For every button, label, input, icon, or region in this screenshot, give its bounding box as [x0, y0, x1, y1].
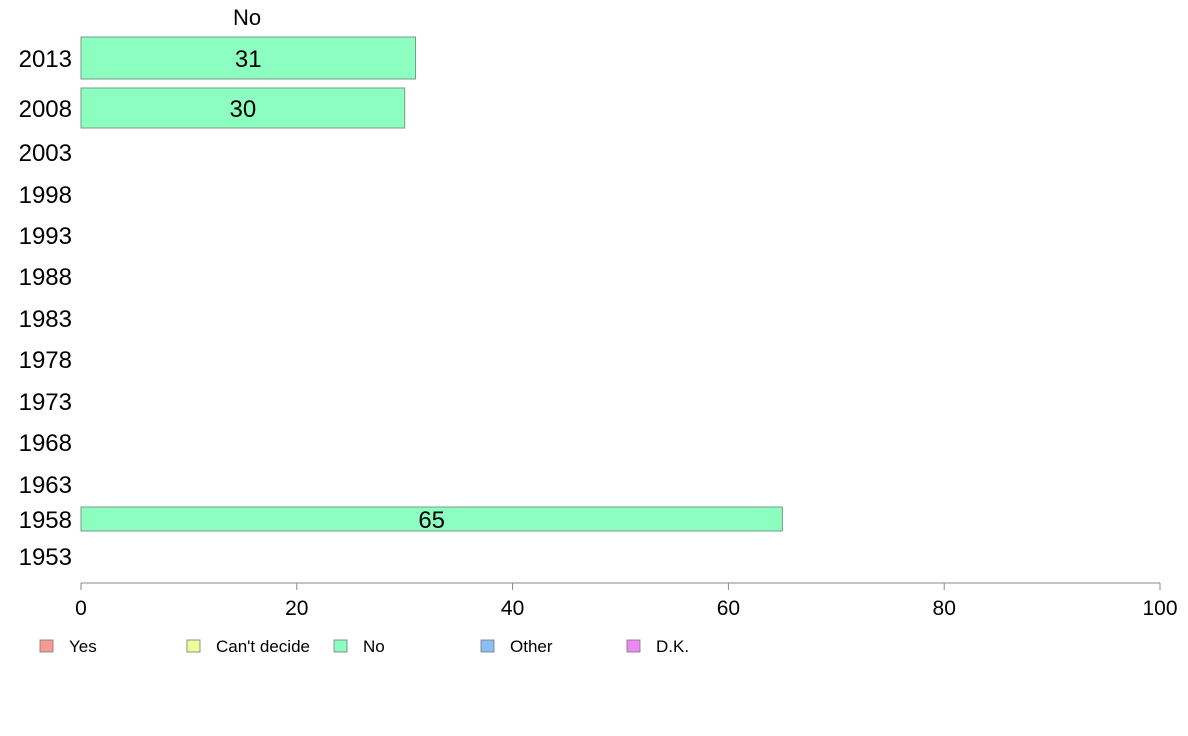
legend-swatch	[626, 639, 641, 653]
legend-swatch	[186, 639, 201, 653]
category-label: 1988	[19, 264, 72, 291]
legend-swatch	[39, 639, 54, 653]
category-label: 2003	[19, 140, 72, 167]
x-tick-label: 20	[285, 597, 308, 620]
category-labels: 2013 2008 2003 1998 1993 1988 1983 1978 1973 1968…	[19, 46, 72, 571]
legend-label: D.K.	[656, 637, 689, 656]
x-tick-label: 80	[933, 597, 956, 620]
legend-swatch	[480, 639, 495, 653]
category-label: 2013	[19, 46, 72, 73]
category-label: 1953	[19, 544, 72, 571]
bar-value-label: 65	[418, 507, 445, 534]
category-label: 2008	[19, 96, 72, 123]
legend-swatch	[333, 639, 348, 653]
x-tick-label: 0	[75, 597, 87, 620]
legend-label: Other	[510, 637, 553, 656]
bar-value-label: 31	[235, 46, 262, 73]
x-tick-label: 40	[501, 597, 524, 620]
x-axis: 0 20 40 60 80 100	[75, 582, 1178, 620]
category-label: 1978	[19, 347, 72, 374]
bar	[80, 36, 416, 80]
legend: Yes Can't decide No Other D.K.	[39, 637, 689, 656]
legend-label: Can't decide	[216, 637, 310, 656]
category-label: 1998	[19, 182, 72, 209]
category-label: 1968	[19, 430, 72, 457]
bars: 31 30 65	[80, 36, 783, 534]
category-label: 1973	[19, 389, 72, 416]
x-tick-label: 100	[1142, 597, 1177, 620]
legend-label: Yes	[69, 637, 97, 656]
column-header: No	[233, 5, 261, 30]
category-label: 1958	[19, 507, 72, 534]
legend-label: No	[363, 637, 385, 656]
bar	[80, 506, 783, 532]
category-label: 1993	[19, 223, 72, 250]
bar-value-label: 30	[229, 96, 256, 123]
bar	[80, 87, 406, 129]
x-tick-label: 60	[717, 597, 740, 620]
category-label: 1983	[19, 306, 72, 333]
category-label: 1963	[19, 472, 72, 499]
